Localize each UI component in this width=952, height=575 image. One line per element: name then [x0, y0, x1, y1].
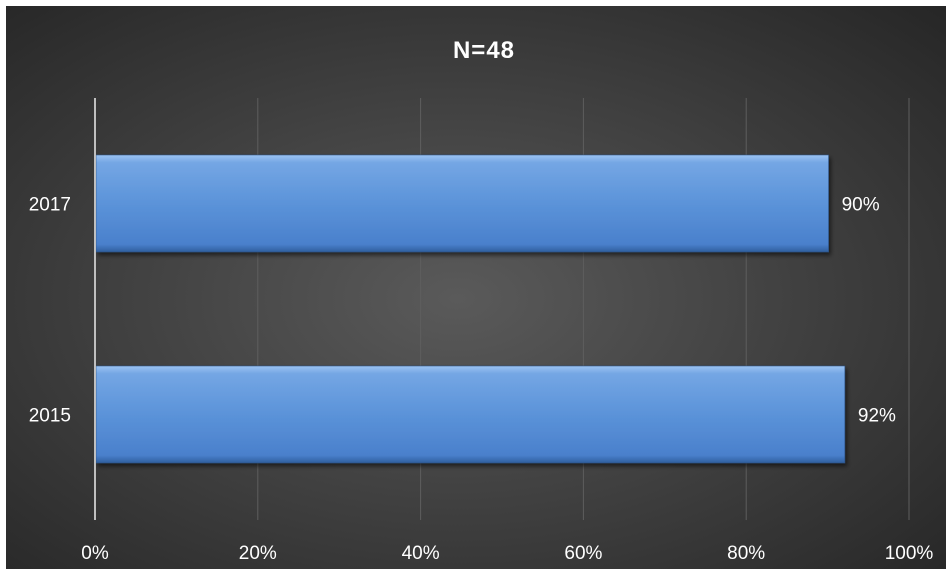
- x-tick-label: 0%: [81, 543, 109, 564]
- bar: [95, 154, 829, 253]
- data-label: 92%: [858, 406, 896, 427]
- x-tick-label: 60%: [564, 543, 602, 564]
- x-tick-label: 20%: [239, 543, 277, 564]
- bars: [95, 154, 846, 464]
- data-label: 90%: [842, 195, 880, 216]
- x-tick-label: 80%: [727, 543, 765, 564]
- x-tick-label: 40%: [402, 543, 440, 564]
- bar: [95, 365, 846, 464]
- chart-area: N=48 0% 20% 40% 60% 80% 100% 2017 90% 2015 92%: [6, 6, 946, 569]
- labels: 0% 20% 40% 60% 80% 100% 2017 90% 2015 92%: [29, 195, 934, 565]
- chart-title: N=48: [453, 37, 515, 64]
- x-tick-label: 100%: [885, 543, 934, 564]
- bar-chart: N=48 0% 20% 40% 60% 80% 100% 2017 90% 2015 92%: [29, 37, 934, 565]
- category-label: 2015: [29, 406, 71, 427]
- category-label: 2017: [29, 195, 71, 216]
